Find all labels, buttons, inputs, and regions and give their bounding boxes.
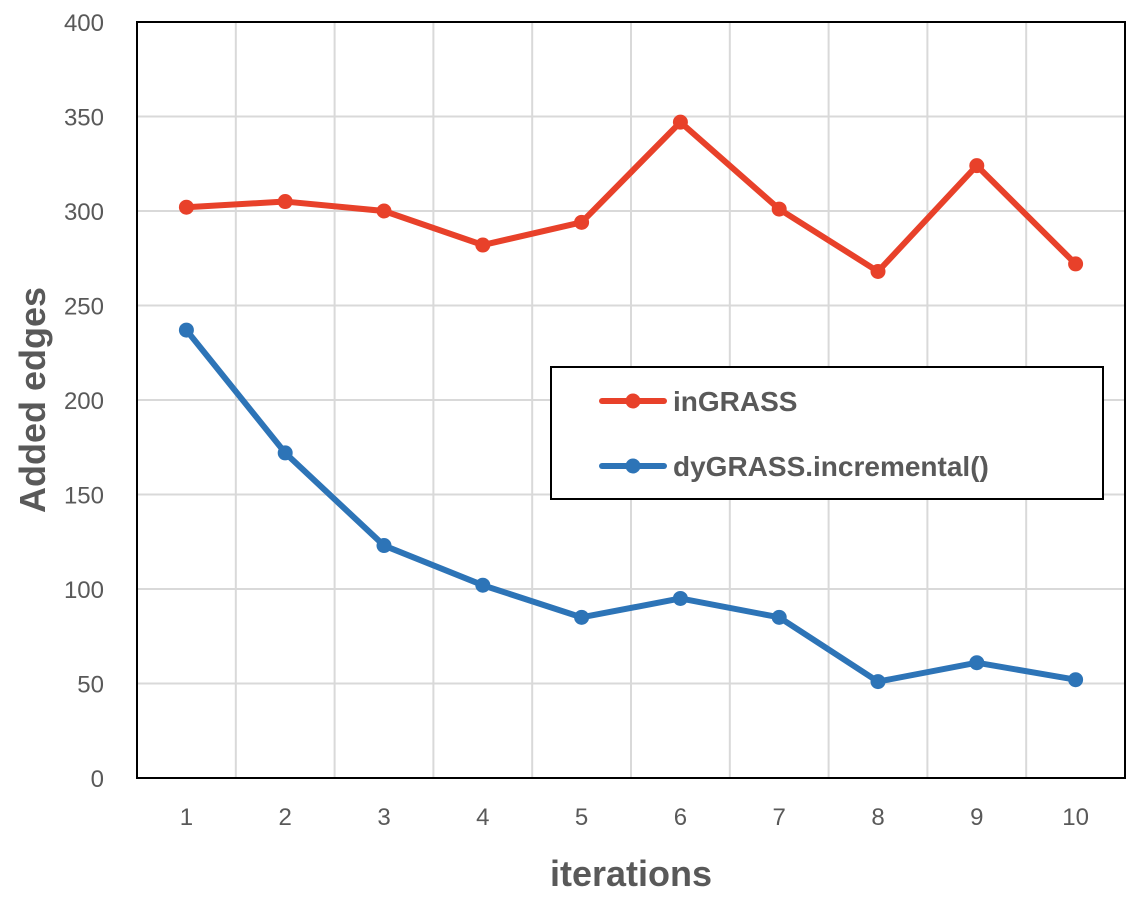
- series-1: [178, 114, 1084, 279]
- data-point: [969, 158, 985, 174]
- y-tick-label: 150: [64, 483, 104, 510]
- data-point: [475, 577, 491, 593]
- x-tick-label: 9: [970, 804, 983, 831]
- legend-item: inGRASS: [599, 386, 797, 417]
- x-tick-label: 10: [1062, 804, 1089, 831]
- legend-label: dyGRASS.incremental(): [673, 451, 989, 482]
- y-tick-label: 0: [91, 766, 104, 793]
- series-line: [183, 327, 1079, 685]
- x-axis-title: iterations: [550, 853, 712, 894]
- series-2: [178, 322, 1084, 690]
- y-tick-label: 200: [64, 388, 104, 415]
- series-lines: [178, 114, 1084, 690]
- plot-area-border: [136, 21, 1126, 779]
- data-point: [672, 114, 688, 130]
- legend: inGRASS dyGRASS.incremental(): [550, 366, 1104, 500]
- data-point: [574, 214, 590, 230]
- data-point: [870, 674, 886, 690]
- y-tick-label: 350: [64, 105, 104, 132]
- x-tick-label: 4: [476, 804, 489, 831]
- x-tick-label: 3: [377, 804, 390, 831]
- data-point: [1068, 256, 1084, 272]
- x-tick-label: 1: [180, 804, 193, 831]
- x-tick-label: 2: [279, 804, 292, 831]
- data-point: [969, 655, 985, 671]
- legend-box: [550, 366, 1104, 500]
- data-point: [178, 322, 194, 338]
- data-point: [376, 203, 392, 219]
- legend-label: inGRASS: [673, 386, 797, 417]
- data-point: [1068, 672, 1084, 688]
- x-tick-label: 6: [674, 804, 687, 831]
- data-point: [771, 609, 787, 625]
- y-tick-label: 100: [64, 577, 104, 604]
- x-tick-label: 5: [575, 804, 588, 831]
- legend-marker: [625, 393, 641, 409]
- data-point: [870, 263, 886, 279]
- data-point: [771, 201, 787, 217]
- x-tick-label: 7: [773, 804, 786, 831]
- legend-item: dyGRASS.incremental(): [599, 451, 989, 482]
- y-axis-title: Added edges: [12, 287, 53, 513]
- x-tick-label: 8: [871, 804, 884, 831]
- data-point: [178, 199, 194, 215]
- y-tick-label: 250: [64, 294, 104, 321]
- y-axis-ticks: 0 50 100 150 200 250 300 350 400: [64, 10, 104, 793]
- data-point: [277, 194, 293, 210]
- data-point: [277, 445, 293, 461]
- y-tick-label: 300: [64, 199, 104, 226]
- x-axis-ticks: 1 2 3 4 5 6 7 8 9 10: [180, 804, 1089, 831]
- data-point: [672, 590, 688, 606]
- data-point: [574, 609, 590, 625]
- data-point: [475, 237, 491, 253]
- y-tick-label: 50: [77, 672, 104, 699]
- series-line: [183, 119, 1079, 275]
- data-point: [376, 538, 392, 554]
- y-tick-label: 400: [64, 10, 104, 37]
- legend-marker: [625, 458, 641, 474]
